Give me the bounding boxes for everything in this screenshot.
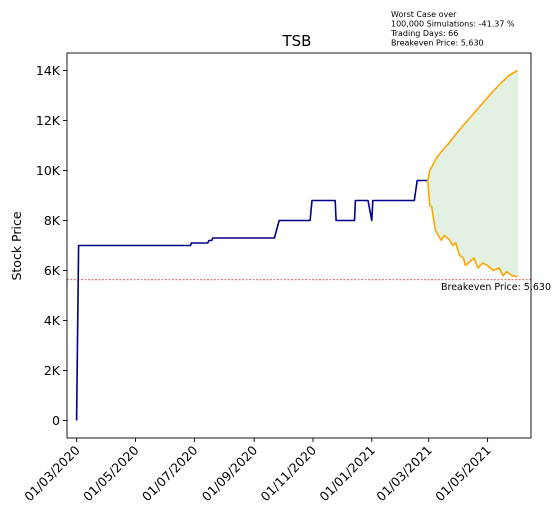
x-tick-label: 01/07/2020 bbox=[139, 442, 201, 504]
x-tick-label: 01/09/2020 bbox=[199, 442, 261, 504]
x-tick-label: 01/05/2020 bbox=[80, 442, 142, 504]
chart-title: TSB bbox=[282, 32, 312, 50]
y-tick-label: 12K bbox=[36, 113, 61, 128]
simulation-upper-line bbox=[427, 69, 518, 181]
annotation-line-4: Breakeven Price: 5,630 bbox=[391, 39, 484, 48]
plot-frame bbox=[66, 52, 532, 439]
breakeven-label: Breakeven Price: 5,630 bbox=[441, 282, 551, 293]
y-tick-label: 14K bbox=[36, 63, 61, 78]
y-tick-label: 10K bbox=[36, 163, 61, 178]
history-line bbox=[75, 179, 428, 421]
x-tick-label: 01/03/2021 bbox=[373, 443, 435, 505]
y-tick-label: 2K bbox=[44, 363, 61, 378]
y-tick-label: 4K bbox=[44, 313, 61, 328]
x-tick-label: 01/11/2020 bbox=[258, 442, 320, 504]
y-tick-label: 0 bbox=[52, 413, 60, 428]
y-tick-label: 6K bbox=[44, 263, 61, 278]
annotation-line-2: 100,000 Simulations: -41.37 % bbox=[391, 20, 515, 29]
simulation-lower-line bbox=[427, 180, 518, 278]
y-axis-label: Stock Price bbox=[9, 211, 24, 280]
y-tick-label: 8K bbox=[44, 213, 61, 228]
annotation-line-1: Worst Case over bbox=[391, 10, 457, 19]
annotation-line-3: Trading Days: 66 bbox=[390, 29, 458, 38]
x-tick-label: 01/01/2021 bbox=[316, 443, 378, 505]
x-tick-label: 01/03/2020 bbox=[21, 442, 83, 504]
simulation-range-band bbox=[427, 69, 518, 278]
x-tick-label: 01/05/2021 bbox=[432, 443, 494, 505]
